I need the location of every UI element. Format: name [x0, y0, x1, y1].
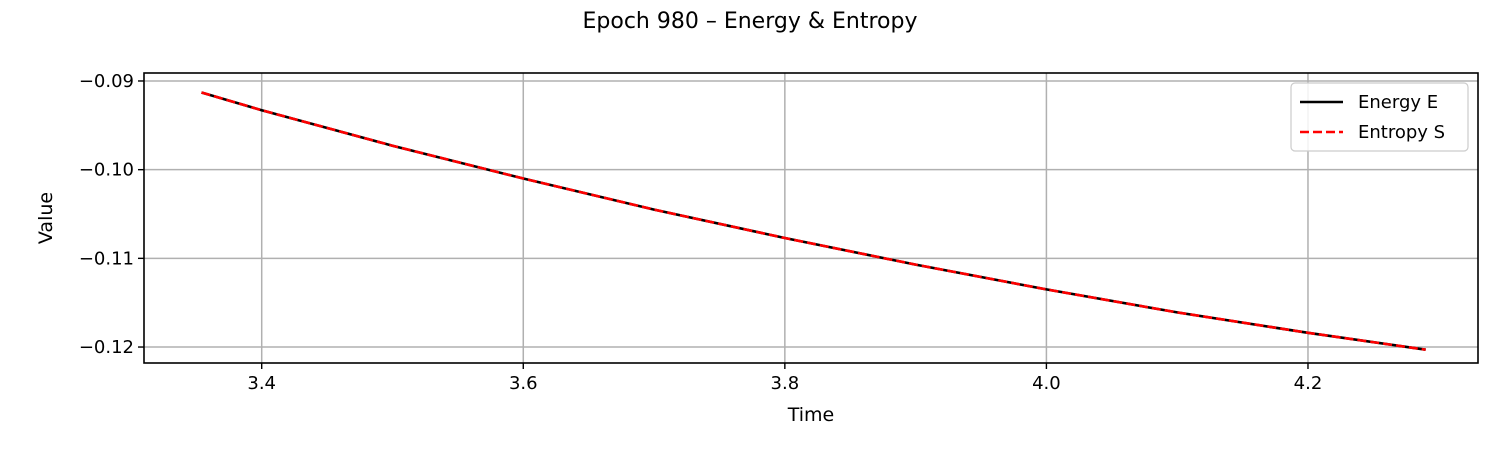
- y-tick-label: −0.12: [79, 337, 134, 358]
- x-tick-label: 3.6: [509, 373, 538, 394]
- legend-label-entropy: Entropy S: [1358, 122, 1445, 143]
- x-tick-label: 4.0: [1032, 373, 1061, 394]
- y-tick-label: −0.11: [79, 248, 134, 269]
- x-tick-label: 4.2: [1294, 373, 1323, 394]
- y-tick-label: −0.09: [79, 71, 134, 92]
- series-line-0: [201, 91, 1426, 351]
- chart-title: Epoch 980 – Energy & Entropy: [583, 9, 918, 34]
- x-tick-label: 3.4: [247, 373, 276, 394]
- legend-box: [1290, 82, 1469, 152]
- series-line-1: [201, 91, 1426, 351]
- x-tick-label: 3.8: [771, 373, 800, 394]
- legend: Energy E Entropy S: [1290, 82, 1469, 152]
- series-lines: [201, 91, 1426, 351]
- grid: [144, 73, 1478, 363]
- y-axis-label: Value: [35, 192, 57, 244]
- x-axis: 3.4 3.6 3.8 4.0 4.2: [247, 363, 1322, 394]
- y-tick-label: −0.10: [79, 160, 134, 181]
- legend-label-energy: Energy E: [1358, 92, 1438, 113]
- x-axis-label: Time: [787, 404, 835, 426]
- y-axis: −0.09 −0.10 −0.11 −0.12: [79, 71, 144, 358]
- plot-frame: [143, 72, 1479, 364]
